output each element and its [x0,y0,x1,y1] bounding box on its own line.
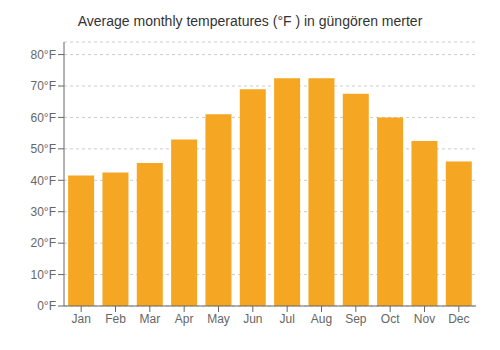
svg-text:Jan: Jan [71,312,90,326]
svg-text:70°F: 70°F [31,79,56,93]
svg-text:50°F: 50°F [31,142,56,156]
svg-text:May: May [207,312,230,326]
svg-text:Feb: Feb [105,312,126,326]
html-text:Average monthly temperatures (: Average monthly temperatures (°F ) in gü… [77,13,423,29]
svg-text:0°F: 0°F [37,299,56,313]
svg-text:Dec: Dec [448,312,469,326]
svg-text:Aug: Aug [311,312,332,326]
svg-text:Mar: Mar [139,312,160,326]
svg-text:20°F: 20°F [31,236,56,250]
svg-text:80°F: 80°F [31,48,56,62]
svg-text:Oct: Oct [381,312,400,326]
svg-text:Jun: Jun [243,312,262,326]
svg-text:Jul: Jul [279,312,294,326]
svg-text:30°F: 30°F [31,205,56,219]
svg-text:Nov: Nov [414,312,435,326]
svg-text:Apr: Apr [175,312,194,326]
svg-text:Sep: Sep [345,312,367,326]
svg-text:40°F: 40°F [31,174,56,188]
svg-text:60°F: 60°F [31,111,56,125]
svg-text:10°F: 10°F [31,268,56,282]
